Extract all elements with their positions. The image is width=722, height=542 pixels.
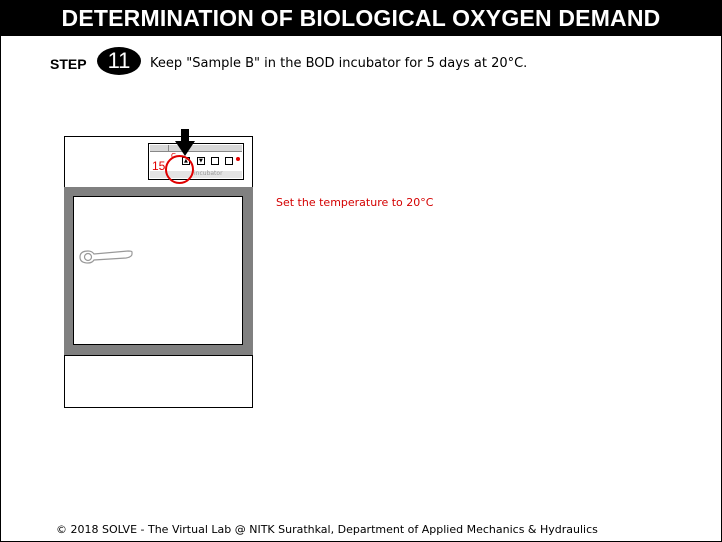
bod-incubator: 15 C ▲ ▼ incubator xyxy=(64,129,253,408)
brand-label: incubator xyxy=(194,170,223,177)
highlight-circle-icon xyxy=(165,155,194,184)
panel-button-3[interactable] xyxy=(211,157,219,165)
incubator-base xyxy=(64,355,253,408)
door-handle-icon[interactable] xyxy=(78,245,138,269)
panel-foot: incubator xyxy=(150,170,242,178)
triangle-down-icon: ▼ xyxy=(199,158,203,164)
incubator-door[interactable] xyxy=(73,196,243,345)
footer-credits: © 2018 SOLVE - The Virtual Lab @ NITK Su… xyxy=(56,523,598,536)
panel-strip xyxy=(150,145,242,152)
control-panel: 15 C ▲ ▼ incubator xyxy=(148,143,244,180)
incubator-cabinet xyxy=(64,187,253,355)
temperature-down-button[interactable]: ▼ xyxy=(197,157,205,165)
page-title: DETERMINATION OF BIOLOGICAL OXYGEN DEMAN… xyxy=(0,0,722,36)
arrow-down-icon xyxy=(175,129,195,156)
panel-button-4[interactable] xyxy=(225,157,233,165)
step-number-badge: 11 xyxy=(97,47,141,75)
incubator-top-section: 15 C ▲ ▼ incubator xyxy=(64,129,253,188)
step-label: STEP xyxy=(50,56,87,72)
power-indicator-icon xyxy=(236,157,240,161)
temperature-display: 15 xyxy=(152,159,166,173)
hint-text: Set the temperature to 20°C xyxy=(276,196,434,209)
step-instruction: Keep "Sample B" in the BOD incubator for… xyxy=(150,56,528,71)
